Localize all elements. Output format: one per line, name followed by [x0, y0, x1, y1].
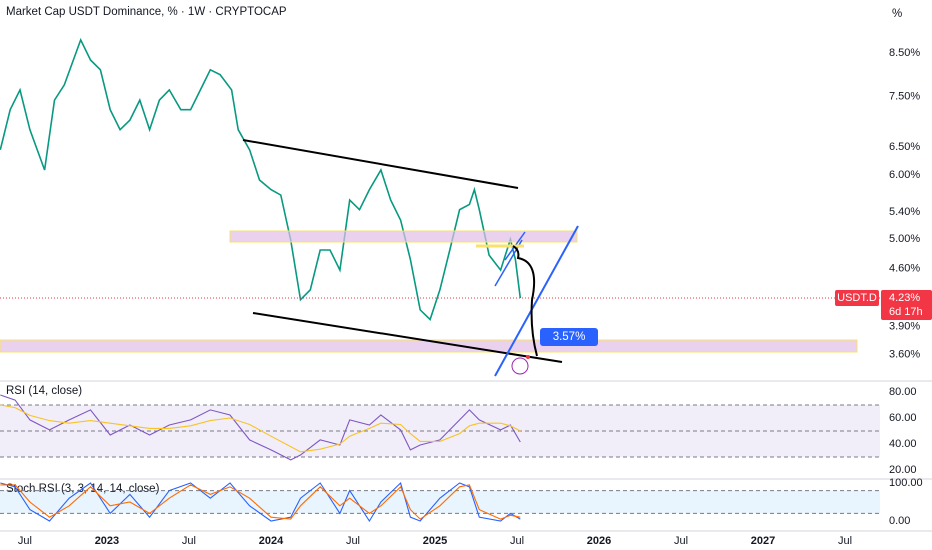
- y-tick-label: 5.00%: [889, 233, 920, 245]
- y-tick-label: 20.00: [889, 464, 917, 476]
- y-tick-label: 5.40%: [889, 206, 920, 218]
- unit-label: %: [892, 8, 902, 20]
- annotation-label: 3.57%: [553, 331, 586, 343]
- event-icon: [511, 357, 529, 375]
- chart-title: Market Cap USDT Dominance, % · 1W · CRYP…: [6, 6, 287, 18]
- last-value-box: [881, 290, 932, 321]
- price-line: [0, 37, 522, 321]
- y-tick-label: 7.50%: [889, 91, 920, 103]
- x-tick-label: 2023: [95, 535, 119, 547]
- y-tick-label: 3.90%: [889, 320, 920, 332]
- annotation-box: [540, 328, 598, 346]
- indicator-line: [0, 481, 521, 523]
- x-tick-label: Jul: [510, 535, 524, 547]
- last-value-label: 4.23%: [889, 292, 920, 304]
- x-tick-label: 2024: [259, 535, 284, 547]
- countdown-label: 6d 17h: [889, 306, 923, 318]
- x-tick-label: 2027: [751, 535, 775, 547]
- y-tick-label: 100.00: [889, 477, 923, 489]
- y-tick-label: 40.00: [889, 438, 917, 450]
- indicator-line: [0, 484, 521, 520]
- y-tick-label: 6.50%: [889, 141, 920, 153]
- y-tick-label: 4.60%: [889, 262, 920, 274]
- x-tick-label: Jul: [674, 535, 688, 547]
- x-tick-label: 2026: [587, 535, 611, 547]
- symbol-label: USDT.D: [837, 292, 877, 304]
- projection-path: [512, 245, 538, 357]
- y-tick-label: 0.00: [889, 515, 910, 527]
- drawings: [0, 139, 858, 377]
- channel-top: [242, 139, 519, 189]
- indicator-line: [0, 394, 521, 461]
- x-tick-label: Jul: [182, 535, 196, 547]
- trend-line: [494, 225, 579, 377]
- y-tick-label: 3.60%: [889, 349, 920, 361]
- x-tick-label: Jul: [838, 535, 852, 547]
- x-tick-label: Jul: [18, 535, 32, 547]
- y-tick-label: 8.50%: [889, 47, 920, 59]
- x-tick-label: Jul: [346, 535, 360, 547]
- y-tick-label: 60.00: [889, 412, 917, 424]
- indicator-line: [0, 404, 521, 453]
- symbol-box: [835, 290, 879, 307]
- channel-bottom: [252, 312, 563, 363]
- target-dot: [526, 355, 530, 359]
- pane-title: RSI (14, close): [6, 385, 82, 397]
- x-tick-label: 2025: [423, 535, 447, 547]
- level-band: [0, 490, 880, 514]
- resistance-zone: [229, 230, 578, 243]
- y-tick-label: 6.00%: [889, 169, 920, 181]
- level-band: [0, 404, 880, 457]
- y-tick-label: 80.00: [889, 386, 917, 398]
- wedge-line: [494, 239, 523, 287]
